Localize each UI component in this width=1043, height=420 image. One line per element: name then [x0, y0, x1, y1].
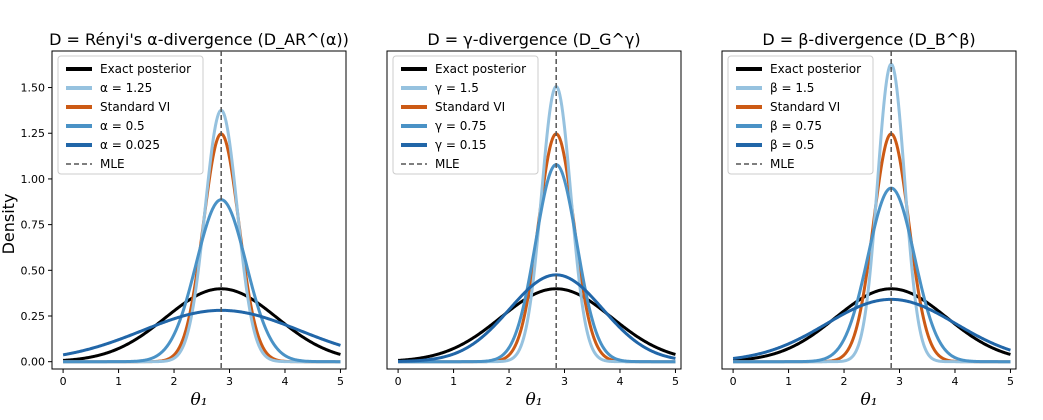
legend-label: γ = 1.5	[435, 81, 479, 95]
y-tick-label: 1.00	[21, 173, 46, 186]
legend-label: Exact posterior	[100, 62, 191, 76]
x-tick-label: 0	[395, 375, 402, 388]
x-tick-label: 3	[896, 375, 903, 388]
y-tick-label: 0.75	[21, 219, 46, 232]
x-tick-label: 2	[171, 375, 178, 388]
x-tick-label: 1	[450, 375, 457, 388]
y-tick-label: 0.25	[21, 310, 46, 323]
y-axis-label: Density	[0, 194, 18, 255]
x-tick-label: 1	[115, 375, 122, 388]
legend-label: MLE	[435, 157, 460, 171]
y-tick-label: 1.50	[21, 82, 46, 95]
x-axis-label: θ₁	[525, 390, 542, 410]
axes-frame	[51, 50, 347, 370]
series-line-4	[397, 163, 677, 364]
series-line-4	[62, 198, 342, 364]
legend-label: MLE	[100, 157, 125, 171]
series-line-5	[397, 273, 677, 363]
legend-box	[57, 55, 204, 175]
x-tick-label: 4	[616, 375, 623, 388]
series-line-1	[397, 287, 677, 362]
curves	[397, 85, 677, 364]
chart-title: D = γ-divergence (D_G^γ)	[427, 30, 640, 50]
x-tick-label: 1	[785, 375, 792, 388]
chart-title: D = Rényi's α-divergence (D_AR^(α))	[49, 30, 349, 50]
legend-label: α = 1.25	[100, 81, 152, 95]
chart-panels: D = Rényi's α-divergence (D_AR^(α)) 0 1 2 3 4…	[21, 30, 1017, 410]
x-tick-label: 5	[672, 375, 679, 388]
legend-label: β = 0.75	[770, 119, 822, 133]
series-line-4	[732, 186, 1012, 364]
legend: Exact posterior γ = 1.5 Standard VI γ = 0.7…	[392, 55, 539, 175]
x-axis-label: θ₁	[190, 390, 207, 410]
axes-frame	[386, 50, 682, 370]
legend: Exact posterior β = 1.5 Standard VI β = 0.7…	[727, 55, 874, 175]
legend-label: γ = 0.75	[435, 119, 487, 133]
x-tick-label: 3	[226, 375, 233, 388]
legend-label: Standard VI	[770, 100, 840, 114]
series-line-1	[732, 287, 1012, 362]
axes-frame	[721, 50, 1017, 370]
legend-label: β = 0.5	[770, 138, 814, 152]
y-tick-label: 1.25	[21, 127, 46, 140]
series-line-5	[732, 297, 1012, 360]
legend-label: Exact posterior	[770, 62, 861, 76]
legend-label: Standard VI	[100, 100, 170, 114]
legend-label: Standard VI	[435, 100, 505, 114]
legend-box	[392, 55, 539, 175]
x-tick-label: 5	[337, 375, 344, 388]
y-tick-label: 0.00	[21, 356, 46, 369]
y-tick-label: 0.50	[21, 264, 46, 277]
x-tick-label: 0	[60, 375, 67, 388]
x-tick-label: 2	[506, 375, 513, 388]
legend-label: γ = 0.15	[435, 138, 487, 152]
series-line-1	[62, 287, 342, 362]
legend-label: Exact posterior	[435, 62, 526, 76]
x-tick-label: 0	[730, 375, 737, 388]
x-tick-label: 2	[841, 375, 848, 388]
chart-panel-1: D = Rényi's α-divergence (D_AR^(α)) 0 1 2 3 4…	[21, 30, 349, 410]
legend-label: α = 0.025	[100, 138, 160, 152]
x-tick-label: 3	[561, 375, 568, 388]
chart-panel-2: D = γ-divergence (D_G^γ) 0 1 2 3 4 5 θ₁ Exact po…	[386, 30, 682, 410]
series-line-5	[62, 308, 342, 357]
chart-title: D = β-divergence (D_B^β)	[762, 30, 975, 50]
legend-box	[727, 55, 874, 175]
curves	[732, 62, 1012, 364]
x-tick-label: 4	[281, 375, 288, 388]
x-tick-label: 4	[951, 375, 958, 388]
legend-label: β = 1.5	[770, 81, 814, 95]
legend-label: α = 0.5	[100, 119, 145, 133]
curves	[62, 108, 342, 364]
x-axis-label: θ₁	[860, 390, 877, 410]
legend-label: MLE	[770, 157, 795, 171]
legend: Exact posterior α = 1.25 Standard VI α = 0.…	[57, 55, 204, 175]
chart-panel-3: D = β-divergence (D_B^β) 0 1 2 3 4 5 θ₁ Exact po…	[721, 30, 1017, 410]
x-tick-label: 5	[1007, 375, 1014, 388]
